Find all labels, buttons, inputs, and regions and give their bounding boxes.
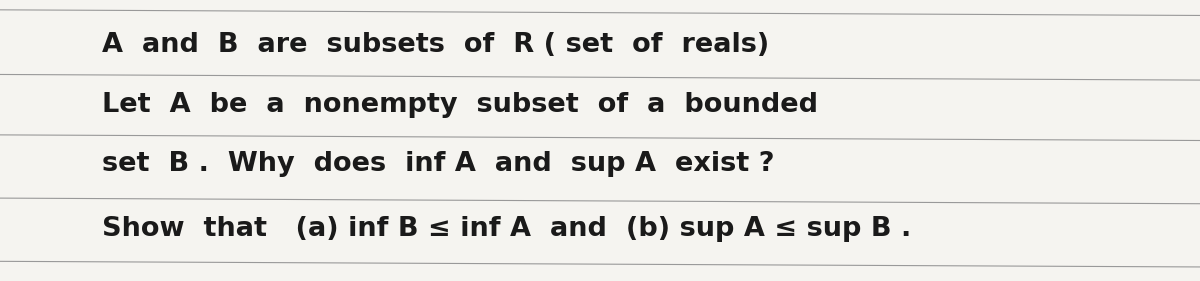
- Text: A  and  B  are  subsets  of  R ( set  of  reals): A and B are subsets of R ( set of reals): [102, 32, 769, 58]
- Text: Let  A  be  a  nonempty  subset  of  a  bounded: Let A be a nonempty subset of a bounded: [102, 92, 818, 118]
- Text: Show  that   (a) inf B ≤ inf A  and  (b) sup A ≤ sup B .: Show that (a) inf B ≤ inf A and (b) sup …: [102, 216, 911, 242]
- Text: set  B .  Why  does  inf A  and  sup A  exist ?: set B . Why does inf A and sup A exist ?: [102, 151, 774, 177]
